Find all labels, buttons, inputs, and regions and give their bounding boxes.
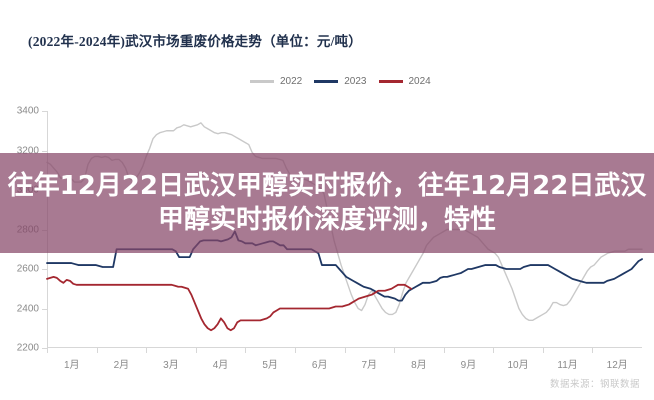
legend-item-2023: 2023 <box>314 76 367 87</box>
legend-item-2022: 2022 <box>250 76 302 87</box>
legend-swatch-2024 <box>378 80 403 83</box>
y-axis-label: 2200 <box>16 342 39 354</box>
legend-label-2023: 2023 <box>344 76 367 87</box>
y-axis-label: 3400 <box>16 105 39 117</box>
x-axis-label: 9月 <box>460 360 477 371</box>
chart-legend: 2022 2023 2024 <box>250 76 443 87</box>
y-axis-label: 3200 <box>16 145 39 156</box>
source-note: 数据来源：钢联数据 <box>549 380 640 390</box>
x-axis-line <box>47 347 642 348</box>
legend-swatch-2022 <box>250 80 274 83</box>
chart-title: (2022年-2024年)武汉市场重废价格走势（单位：元/吨） <box>28 34 362 49</box>
x-axis-label: 12月 <box>606 360 628 371</box>
x-axis-label: 7月 <box>361 360 378 371</box>
x-axis-label: 10月 <box>507 360 529 371</box>
y-axis-tick <box>42 269 47 270</box>
x-axis-tick <box>592 348 594 353</box>
x-axis-tick <box>294 348 296 353</box>
x-axis-tick <box>443 348 445 353</box>
legend-label-2022: 2022 <box>280 76 303 87</box>
x-axis-label: 6月 <box>311 360 328 371</box>
x-axis-label: 3月 <box>163 360 179 371</box>
x-axis-label: 8月 <box>411 360 427 371</box>
x-axis-tick <box>47 348 48 353</box>
x-axis-label: 5月 <box>262 360 278 371</box>
y-axis-tick <box>42 150 47 152</box>
x-axis-label: 1月 <box>64 360 80 371</box>
x-axis-tick <box>344 348 346 353</box>
y-axis-label: 2600 <box>16 263 39 275</box>
overlay-banner: 往年12月22日武汉甲醇实时报价，往年12月22日武汉甲醇实时报价深度评测，特性 <box>0 153 654 253</box>
series-line-2024 <box>46 275 413 332</box>
legend-item-2024: 2024 <box>378 76 431 87</box>
x-axis-tick <box>245 348 247 353</box>
x-axis-tick <box>394 348 396 353</box>
y-axis-tick <box>42 308 47 310</box>
x-axis-label: 4月 <box>212 360 229 371</box>
y-axis-label: 2400 <box>16 303 39 314</box>
x-axis-tick <box>96 348 98 353</box>
y-axis-tick <box>42 111 47 112</box>
x-axis-tick <box>493 348 495 353</box>
x-axis-label: 11月 <box>557 360 578 371</box>
x-axis-label: 2月 <box>113 360 130 371</box>
legend-label-2024: 2024 <box>408 76 431 87</box>
x-axis-tick <box>146 348 148 353</box>
y-axis-tick <box>42 348 47 349</box>
x-axis-tick <box>542 348 544 353</box>
overlay-title-text: 往年12月22日武汉甲醇实时报价，往年12月22日武汉甲醇实时报价深度评测，特性 <box>7 170 647 235</box>
x-axis-tick <box>195 348 197 353</box>
legend-swatch-2023 <box>314 80 339 83</box>
